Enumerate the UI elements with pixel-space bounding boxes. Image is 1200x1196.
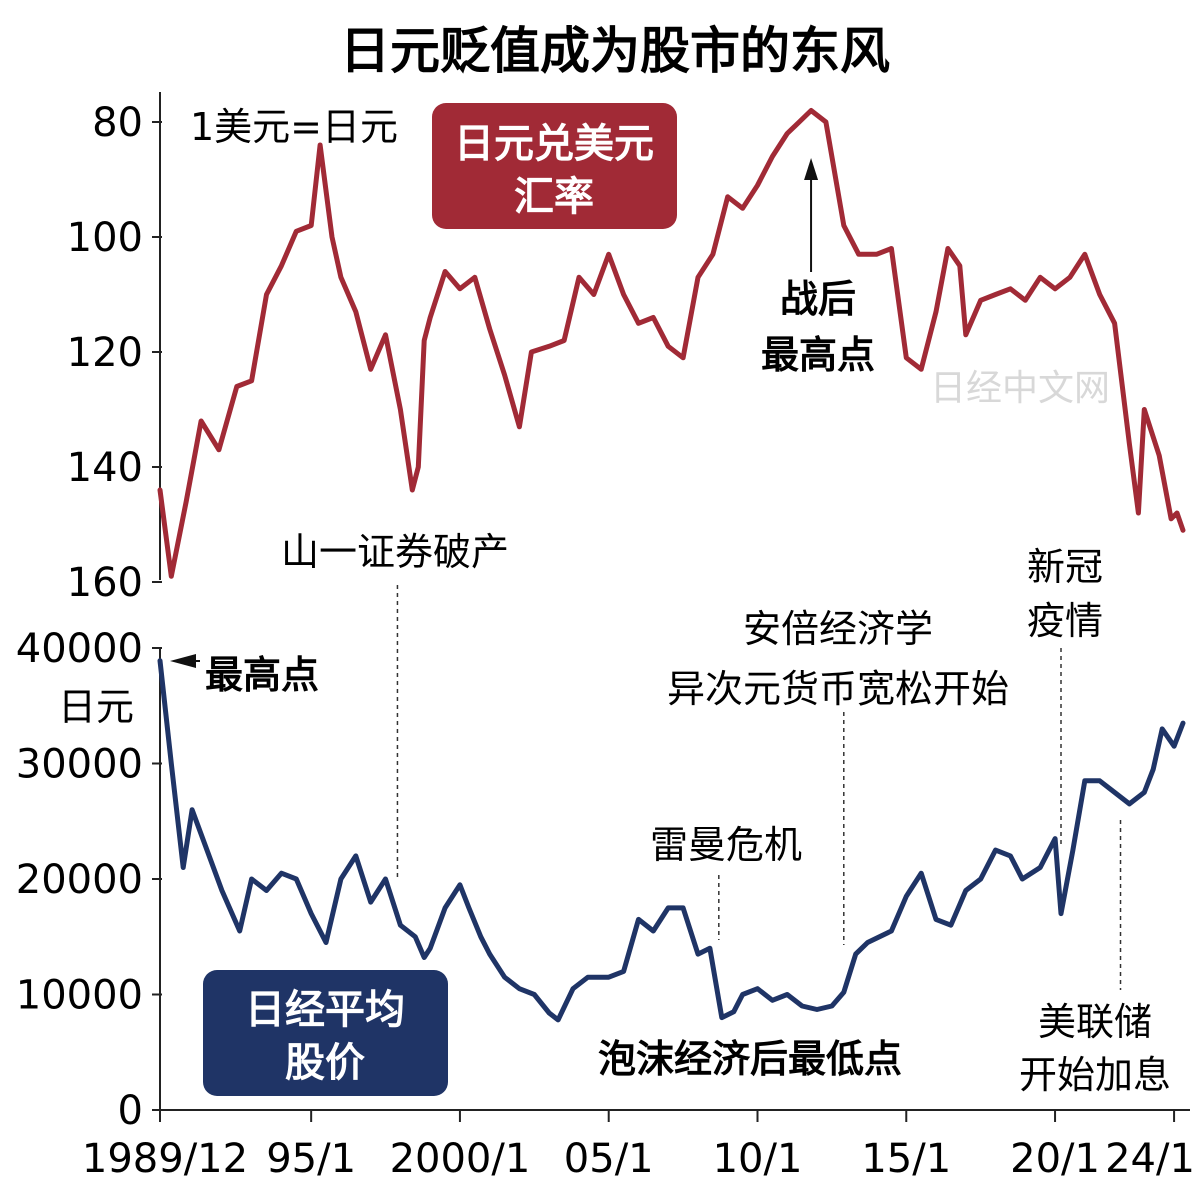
annotation-guides xyxy=(170,158,1122,990)
x-tick-label: 1989/12 xyxy=(82,1136,248,1182)
nikkei-tick-label: 30000 xyxy=(16,742,143,788)
annotation-abenomics-2: 异次元货币宽松开始 xyxy=(667,667,1009,711)
x-tick-label: 2000/1 xyxy=(390,1136,531,1182)
chart-title: 日元贬值成为股市的东风 xyxy=(340,22,890,80)
nikkei-legend-line-1: 日经平均 xyxy=(245,987,405,1033)
fx-tick-label: 140 xyxy=(67,445,143,491)
x-tick-label: 05/1 xyxy=(564,1136,654,1182)
postwar-high-arrow-head xyxy=(804,158,819,180)
x-ticks: 1989/12 95/1 2000/1 05/1 10/1 15/1 20/1 24/1 xyxy=(82,1110,1195,1182)
annotation-postwar-high-1: 战后 xyxy=(780,277,856,321)
annotation-fed-hike-1: 美联储 xyxy=(1038,1000,1152,1044)
annotation-bubble-low: 泡沫经济后最低点 xyxy=(598,1037,902,1081)
nikkei-legend-line-2: 股价 xyxy=(285,1040,365,1086)
fx-tick-label: 80 xyxy=(92,100,143,146)
fx-legend-line-2: 汇率 xyxy=(514,174,594,220)
x-tick-label: 24/1 xyxy=(1105,1136,1195,1182)
fx-tick-label: 120 xyxy=(67,330,143,376)
fx-legend-line-1: 日元兑美元 xyxy=(454,121,654,167)
annotation-fed-hike-2: 开始加息 xyxy=(1019,1053,1171,1097)
nikkei-legend-box: 日经平均 股价 xyxy=(203,970,448,1096)
x-tick-label: 10/1 xyxy=(713,1136,803,1182)
nikkei-tick-label: 0 xyxy=(118,1088,143,1134)
annotation-postwar-high-2: 最高点 xyxy=(761,333,875,377)
x-tick-label: 20/1 xyxy=(1010,1136,1100,1182)
nikkei-y-ticks: 40000 30000 20000 10000 0 xyxy=(16,626,162,1134)
fx-unit-label: 1美元=日元 xyxy=(190,105,398,149)
x-tick-label: 15/1 xyxy=(861,1136,951,1182)
fx-series-line xyxy=(157,108,1186,579)
nikkei-tick-label: 40000 xyxy=(16,626,143,672)
annotation-lehman: 雷曼危机 xyxy=(650,823,802,867)
fx-legend-box: 日元兑美元 汇率 xyxy=(432,103,677,229)
x-tick-label: 95/1 xyxy=(266,1136,356,1182)
nikkei-peak-arrow-head xyxy=(170,654,196,668)
fx-tick-label: 100 xyxy=(67,215,143,261)
fx-tick-label: 160 xyxy=(67,560,143,606)
watermark: 日经中文网 xyxy=(930,368,1110,409)
annotation-yamaichi: 山一证券破产 xyxy=(281,530,509,574)
annotation-abenomics-1: 安倍经济学 xyxy=(743,607,933,651)
annotation-covid-1: 新冠 xyxy=(1027,545,1103,589)
fx-y-ticks: 80 100 120 140 160 xyxy=(67,100,162,606)
nikkei-tick-label: 20000 xyxy=(16,857,143,903)
annotation-nikkei-peak: 最高点 xyxy=(205,653,319,697)
nikkei-series-line xyxy=(157,658,1186,1023)
nikkei-unit-label: 日元 xyxy=(58,685,134,729)
nikkei-tick-label: 10000 xyxy=(16,973,143,1019)
annotation-covid-2: 疫情 xyxy=(1027,599,1103,643)
